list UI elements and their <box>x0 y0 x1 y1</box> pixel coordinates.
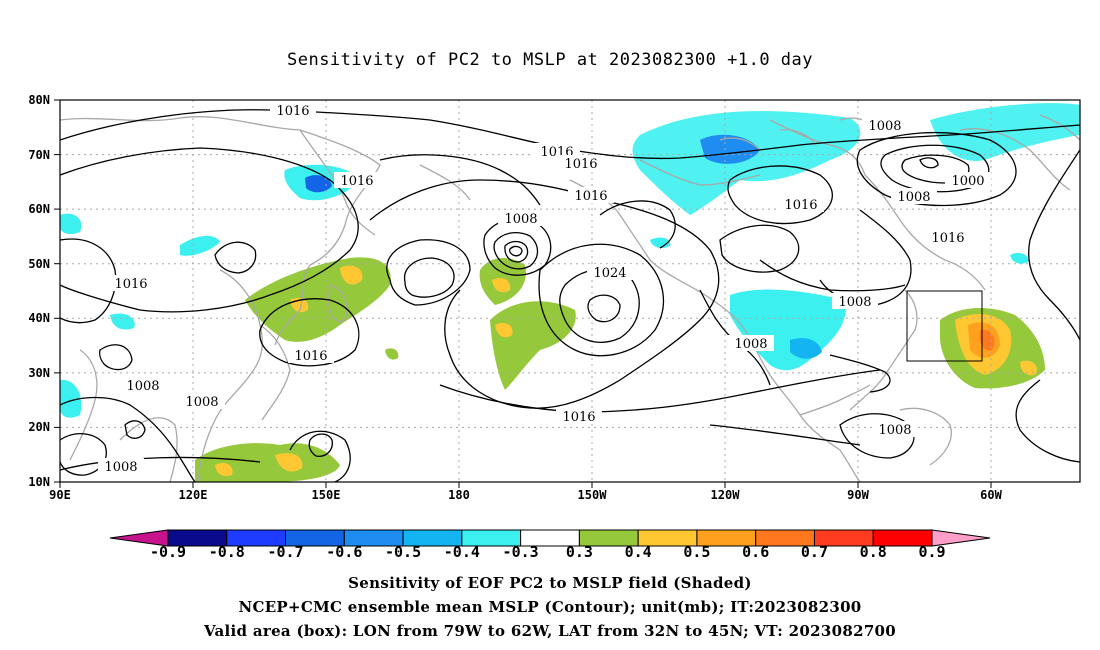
colorbar-label: 0.5 <box>683 543 710 561</box>
lat-tick-label: 70N <box>28 148 50 162</box>
colorbar-label: -0.5 <box>385 543 421 561</box>
contour-label: 1016 <box>340 174 373 189</box>
colorbar-label: 0.3 <box>566 543 593 561</box>
longitude-axis: 90E 120E 150E 180 150W 120W 90W 60W <box>49 482 1003 502</box>
lon-tick-label: 90W <box>847 488 869 502</box>
contour-label: 1008 <box>104 460 137 475</box>
colorbar-high-triangle <box>931 529 991 547</box>
lon-tick-label: 90E <box>49 488 71 502</box>
colorbar-label: -0.3 <box>503 543 539 561</box>
footer-line-2: NCEP+CMC ensemble mean MSLP (Contour); u… <box>238 598 862 616</box>
footer-line-3: Valid area (box): LON from 79W to 62W, L… <box>203 622 897 640</box>
contour-label: 1016 <box>294 349 327 364</box>
lon-tick-label: 150W <box>578 488 608 502</box>
latitude-axis: 80N 70N 60N 50N 40N 30N 20N 10N <box>28 93 60 489</box>
valid-area-box <box>906 290 983 362</box>
contour-label: 1016 <box>564 157 597 172</box>
contour-label: 1008 <box>185 395 218 410</box>
colorbar: -0.9 -0.8 -0.7 -0.6 -0.5 -0.4 -0.3 0.3 0.4 0.5 0.6… <box>109 529 991 561</box>
contour-label: 1016 <box>276 104 309 119</box>
lat-tick-label: 60N <box>28 202 50 216</box>
positive-sensitivity-shading <box>195 257 1045 482</box>
contour-label: 1024 <box>593 266 626 281</box>
contour-label: 1008 <box>897 190 930 205</box>
colorbar-label: -0.4 <box>444 543 480 561</box>
lon-tick-label: 120W <box>711 488 741 502</box>
lat-tick-label: 30N <box>28 366 50 380</box>
colorbar-label: 0.4 <box>625 543 652 561</box>
lat-tick-label: 40N <box>28 311 50 325</box>
colorbar-label: -0.9 <box>150 543 186 561</box>
lon-tick-label: 60W <box>980 488 1002 502</box>
contour-label: 1008 <box>734 337 767 352</box>
colorbar-label: -0.6 <box>326 543 362 561</box>
contour-label: 1008 <box>868 119 901 134</box>
contour-label: 1016 <box>114 277 147 292</box>
lat-tick-label: 10N <box>28 475 50 489</box>
lon-tick-label: 150E <box>312 488 341 502</box>
contour-label: 1000 <box>951 174 984 189</box>
colorbar-label: -0.7 <box>267 543 303 561</box>
lat-tick-label: 50N <box>28 257 50 271</box>
colorbar-label: 0.9 <box>918 543 945 561</box>
lat-tick-label: 80N <box>28 93 50 107</box>
lon-tick-label: 120E <box>179 488 208 502</box>
lat-tick-label: 20N <box>28 420 50 434</box>
contour-label: 1008 <box>838 295 871 310</box>
coastlines <box>60 114 1080 482</box>
colorbar-label: 0.6 <box>742 543 769 561</box>
colorbar-label: -0.8 <box>209 543 245 561</box>
contour-label-layer: 1016 1016 1016 1016 1016 1016 1016 1016 … <box>98 102 991 475</box>
contour-label: 1008 <box>504 212 537 227</box>
colorbar-label: 0.7 <box>801 543 828 561</box>
colorbar-label: 0.8 <box>860 543 887 561</box>
contour-label: 1016 <box>562 410 595 425</box>
contour-label: 1008 <box>878 423 911 438</box>
contour-label: 1016 <box>574 189 607 204</box>
map-border <box>59 99 1081 483</box>
contour-label: 1016 <box>931 231 964 246</box>
contour-label: 1008 <box>126 379 159 394</box>
map-title: Sensitivity of PC2 to MSLP at 2023082300… <box>286 50 813 70</box>
lon-tick-label: 180 <box>448 488 470 502</box>
footer-line-1: Sensitivity of EOF PC2 to MSLP field (Sh… <box>348 574 752 592</box>
contour-label: 1016 <box>784 198 817 213</box>
